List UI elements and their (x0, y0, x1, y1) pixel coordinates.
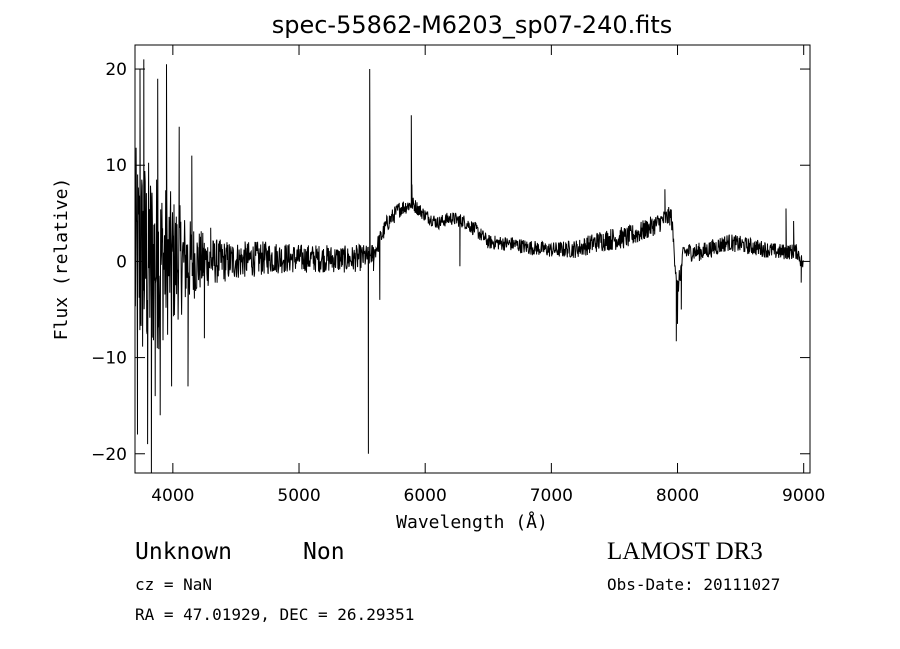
x-tick-label: 5000 (277, 486, 320, 506)
y-tick-label: 10 (105, 156, 127, 176)
y-tick-label: −10 (91, 349, 127, 369)
y-axis-label: Flux (relative) (51, 178, 72, 341)
object-class: Unknown (135, 539, 232, 565)
object-subclass: Non (303, 539, 345, 565)
chart-title: spec-55862-M6203_sp07-240.fits (272, 11, 673, 39)
y-tick-label: −20 (91, 445, 127, 465)
y-axis-ticks: −20 −10 0 10 20 (91, 60, 810, 465)
redshift-text: cz = NaN (135, 575, 212, 594)
y-tick-label: 0 (116, 252, 127, 272)
x-tick-label: 7000 (530, 486, 573, 506)
x-tick-label: 8000 (656, 486, 699, 506)
y-tick-label: 20 (105, 60, 127, 80)
x-tick-label: 4000 (151, 486, 194, 506)
x-axis-label: Wavelength (Å) (396, 511, 548, 533)
coordinates: RA = 47.01929, DEC = 26.29351 (135, 605, 414, 624)
spectrum-line (134, 59, 804, 474)
plot-frame (134, 44, 811, 474)
obs-date: Obs-Date: 20111027 (607, 575, 780, 594)
x-axis-ticks: 4000 5000 6000 7000 8000 9000 (151, 45, 825, 506)
x-tick-label: 6000 (404, 486, 447, 506)
survey-name: LAMOST DR3 (607, 538, 763, 565)
x-tick-label: 9000 (782, 486, 825, 506)
